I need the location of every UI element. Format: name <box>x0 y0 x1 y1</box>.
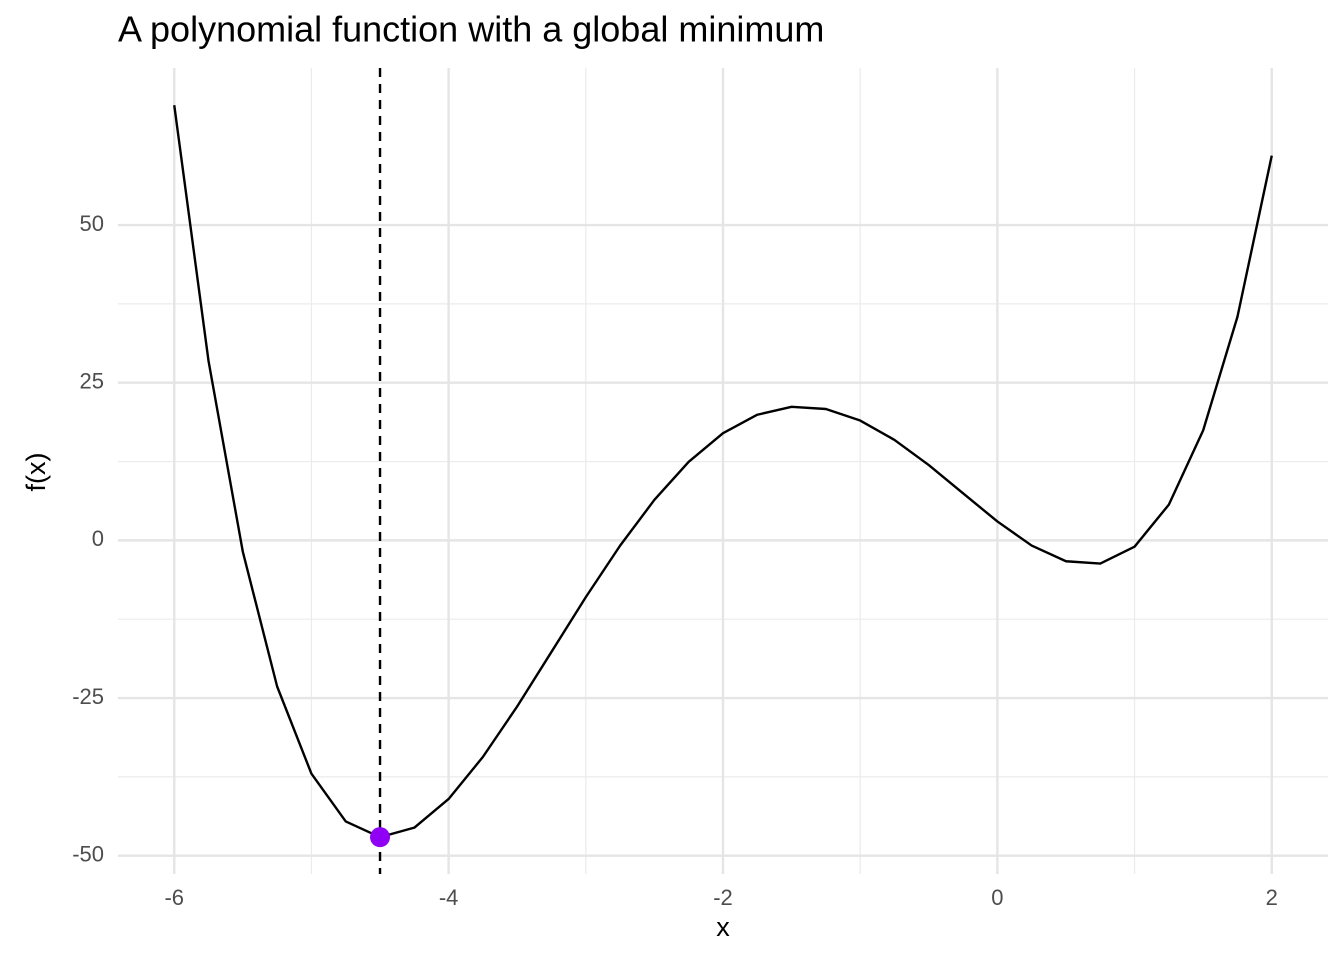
x-tick-label: 0 <box>991 885 1003 910</box>
x-tick-label: -2 <box>713 885 733 910</box>
x-tick-label: -6 <box>164 885 184 910</box>
y-axis-label: f(x) <box>21 453 51 492</box>
chart-title: A polynomial function with a global mini… <box>118 9 824 50</box>
minimum-point <box>370 827 391 848</box>
x-axis-label: x <box>716 912 730 942</box>
y-tick-label: 0 <box>92 526 104 551</box>
y-tick-label: 50 <box>80 211 104 236</box>
y-tick-label: -50 <box>72 842 104 867</box>
y-tick-label: 25 <box>80 369 104 394</box>
y-tick-label: -25 <box>72 684 104 709</box>
function-line <box>173 105 1273 839</box>
x-tick-label: 2 <box>1266 885 1278 910</box>
x-tick-label: -4 <box>439 885 459 910</box>
